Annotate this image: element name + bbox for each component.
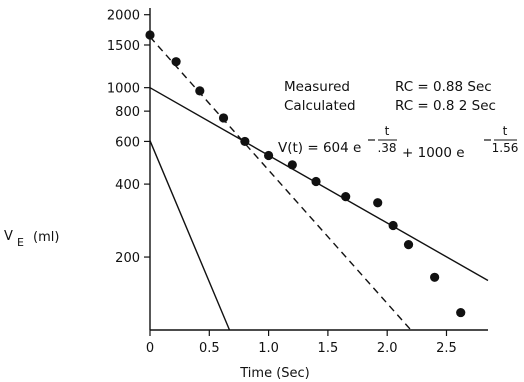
y-tick-label: 400	[115, 178, 140, 193]
calculated-label: Calculated	[284, 98, 356, 114]
data-point	[388, 220, 398, 231]
data-point	[403, 240, 414, 250]
equation-exp2-num: t	[503, 124, 508, 138]
calculated-value: RC = 0.8 2 Sec	[395, 98, 496, 114]
x-tick-label: 2.0	[377, 341, 398, 356]
ticks: 0 0.5 1.0 1.5 2.0 2.5 200 400 600 800 1000 1500 2000	[107, 9, 457, 356]
equation-exp1-den: .38	[377, 141, 396, 155]
data-points	[145, 30, 466, 318]
y-tick-label: 600	[115, 135, 140, 150]
x-axis-label: Time (Sec)	[239, 366, 310, 381]
measured-value: RC = 0.88 Sec	[395, 79, 492, 95]
y-axis-label: V E	[4, 229, 24, 249]
equation-start: V(t) = 604 e	[278, 140, 361, 156]
dashed-fit-line	[149, 36, 412, 331]
y-axis-unit: (ml)	[33, 230, 59, 245]
measured-label: Measured	[284, 79, 350, 95]
y-axis-label-main: V	[4, 229, 13, 244]
data-point	[373, 198, 383, 208]
data-point	[287, 160, 297, 170]
equation-exp2-den: 1.56	[492, 141, 519, 155]
y-tick-label: 1500	[107, 39, 140, 54]
x-tick-label: 2.5	[436, 341, 457, 356]
solid-fit-line	[149, 140, 231, 331]
x-tick-label: 0	[146, 341, 154, 356]
data-point	[311, 176, 321, 187]
y-tick-label: 2000	[107, 9, 140, 24]
equation-mid: + 1000 e	[402, 145, 465, 161]
data-point	[430, 272, 440, 282]
annotation-block: Measured RC = 0.88 Sec Calculated RC = 0…	[278, 79, 518, 161]
equation-exp1-num: t	[385, 124, 390, 138]
data-point	[218, 113, 229, 123]
x-tick-label: 0.5	[199, 341, 220, 356]
x-tick-label: 1.0	[258, 341, 279, 356]
y-tick-label: 1000	[107, 82, 140, 97]
y-axis-label-sub: E	[17, 236, 24, 249]
data-point	[263, 150, 274, 161]
data-point	[195, 86, 205, 96]
data-point	[240, 136, 250, 147]
data-point	[456, 307, 466, 318]
x-tick-label: 1.5	[318, 341, 339, 356]
data-point	[145, 30, 155, 40]
axes	[149, 8, 488, 331]
y-tick-label: 200	[115, 251, 140, 266]
data-point	[341, 192, 351, 202]
data-point	[171, 57, 181, 67]
y-tick-label: 800	[115, 105, 140, 120]
